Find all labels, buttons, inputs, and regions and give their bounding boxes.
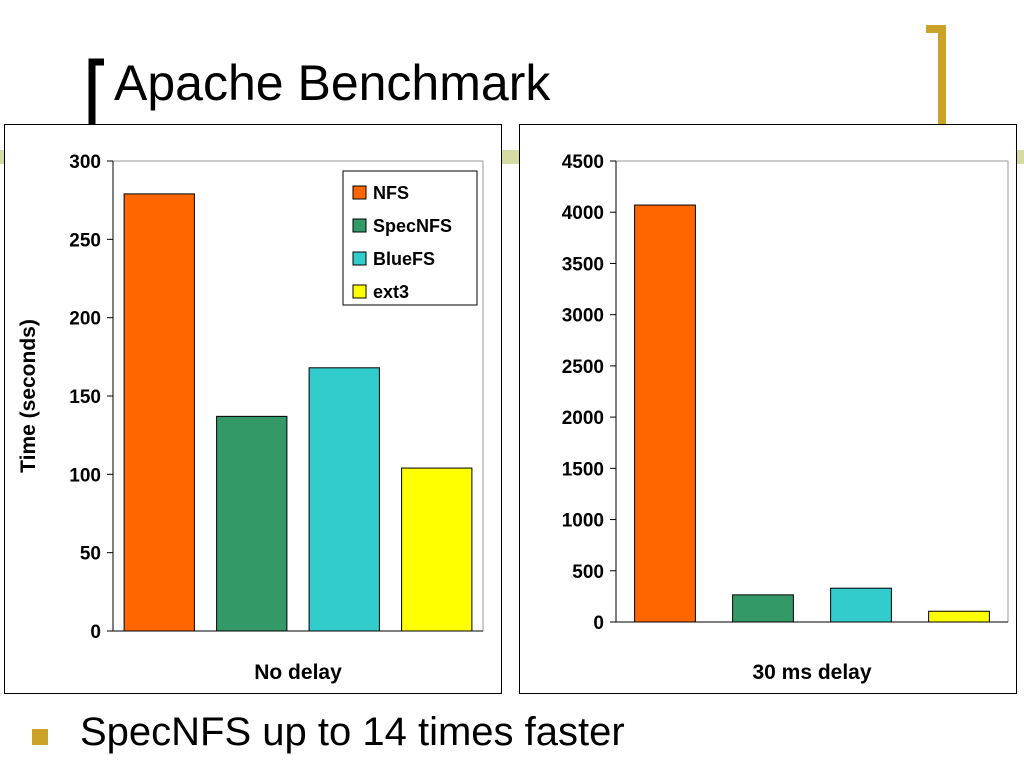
chart-panel-30ms-delay: 0 500 1000 1500 2000 2500 3000 3500 4000 4500 30 m…	[519, 124, 1017, 694]
legend-label-bluefs: BlueFS	[373, 249, 435, 269]
bar-chart-no-delay: 0 50 100 150 200 250 300 No delay Time (seconds)…	[17, 152, 484, 684]
y-tick-label: 3000	[562, 306, 604, 327]
bar-ext3	[401, 467, 473, 632]
y-tick-label: 200	[69, 309, 101, 330]
bar-bluefs	[308, 367, 380, 632]
bar-nfs	[123, 193, 195, 632]
bar-ext3	[928, 610, 990, 623]
bullet-square-icon	[32, 729, 48, 745]
x-axis-label: 30 ms delay	[752, 661, 871, 684]
y-tick-label: 0	[593, 613, 604, 634]
chart-panel-no-delay: 0 50 100 150 200 250 300 No delay Time (seconds)…	[4, 124, 502, 694]
legend: NFS SpecNFS BlueFS ext3	[342, 170, 478, 306]
bar-nfs	[634, 204, 696, 623]
y-tick-label: 500	[572, 562, 604, 583]
right-bracket	[926, 25, 946, 128]
bar-chart-30ms-delay: 0 500 1000 1500 2000 2500 3000 3500 4000 4500 30 m…	[562, 152, 1009, 684]
legend-swatch-ext3	[352, 284, 367, 299]
bar-specnfs	[732, 594, 794, 623]
left-bracket	[88, 58, 104, 124]
y-tick-label: 150	[69, 387, 101, 408]
legend-swatch-specnfs	[352, 218, 367, 233]
legend-label-specnfs: SpecNFS	[373, 216, 452, 236]
y-tick-label: 50	[80, 544, 101, 565]
legend-label-nfs: NFS	[373, 183, 409, 203]
y-tick-label: 100	[69, 465, 101, 486]
y-tick-label: 2000	[562, 408, 604, 429]
legend-swatch-bluefs	[352, 251, 367, 266]
y-tick-label: 300	[69, 152, 101, 173]
x-axis-label: No delay	[254, 661, 342, 684]
legend-swatch-nfs	[352, 185, 367, 200]
y-tick-label: 250	[69, 230, 101, 251]
legend-label-ext3: ext3	[373, 282, 409, 302]
bar-bluefs	[830, 587, 892, 623]
y-tick-label: 3500	[562, 254, 604, 275]
y-axis-label: Time (seconds)	[17, 319, 40, 473]
bar-specnfs	[216, 415, 288, 632]
bullet-text: SpecNFS up to 14 times faster	[80, 710, 625, 754]
y-tick-label: 0	[90, 622, 101, 643]
y-tick-label: 1500	[562, 459, 604, 480]
y-tick-label: 2500	[562, 357, 604, 378]
y-tick-label: 4500	[562, 152, 604, 173]
y-tick-label: 4000	[562, 203, 604, 224]
slide-title: Apache Benchmark	[114, 55, 551, 111]
y-tick-label: 1000	[562, 511, 604, 532]
